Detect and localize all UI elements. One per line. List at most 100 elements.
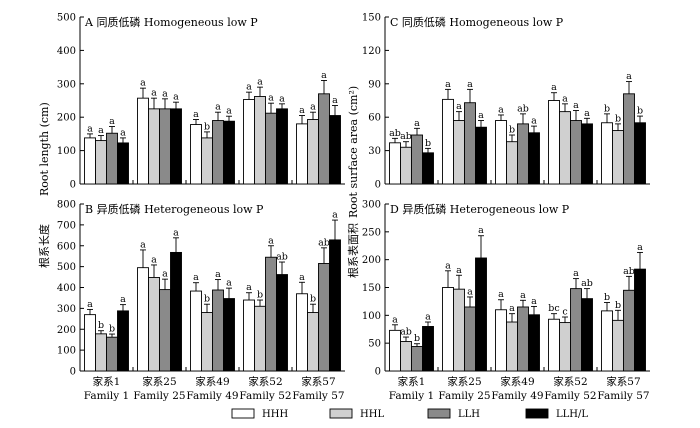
significance-letter: b bbox=[604, 103, 610, 114]
significance-letter: a bbox=[445, 79, 451, 90]
significance-letter: a bbox=[332, 95, 338, 106]
bar-llh-4 bbox=[570, 120, 582, 185]
y-tick-label: 700 bbox=[57, 220, 76, 231]
significance-letter: a bbox=[562, 93, 568, 104]
legend-item-hhl: HHL bbox=[329, 408, 384, 420]
significance-letter: a bbox=[584, 108, 590, 119]
category-label-cn: 家系49 bbox=[500, 375, 534, 388]
legend-swatch bbox=[231, 408, 255, 419]
significance-letter: a bbox=[520, 290, 526, 301]
significance-letter: b bbox=[604, 292, 610, 303]
bar-llh-1 bbox=[106, 132, 118, 185]
bar-llh-2 bbox=[159, 289, 171, 372]
y-tick-label: 100 bbox=[362, 311, 381, 322]
significance-letter: a bbox=[173, 227, 179, 238]
bar-hhh-2 bbox=[137, 97, 149, 185]
bar-hhl-3 bbox=[201, 137, 213, 185]
y-tick-label: 120 bbox=[362, 46, 381, 57]
category-label-cn: 家系1 bbox=[398, 375, 426, 388]
bar-hhh-5 bbox=[601, 310, 613, 372]
bar-hhh-2 bbox=[442, 287, 454, 372]
significance-letter: b bbox=[615, 113, 621, 124]
bar-hhh-1 bbox=[389, 142, 401, 185]
category-label-cn: 家系49 bbox=[195, 375, 229, 388]
bar-llh-5 bbox=[318, 263, 330, 372]
legend-swatch bbox=[329, 408, 353, 419]
significance-letter: ab bbox=[581, 278, 593, 289]
bar-llhl-4 bbox=[581, 123, 593, 185]
significance-letter: a bbox=[321, 70, 327, 81]
bar-llhl-1 bbox=[117, 142, 129, 185]
significance-letter: b bbox=[509, 125, 515, 136]
y-tick-label: 500 bbox=[57, 262, 76, 273]
category-label-en: Family 1 bbox=[84, 390, 129, 402]
bar-llh-4 bbox=[570, 288, 582, 372]
significance-letter: a bbox=[226, 278, 232, 289]
y-tick-label: 150 bbox=[362, 283, 381, 294]
category-label-cn: 家系52 bbox=[248, 375, 282, 388]
bar-hhh-1 bbox=[389, 329, 401, 372]
significance-letter: a bbox=[246, 82, 252, 93]
y-tick-label: 200 bbox=[57, 325, 76, 336]
significance-letter: a bbox=[193, 109, 199, 120]
category-label-cn: 家系1 bbox=[93, 375, 121, 388]
significance-letter: ab bbox=[276, 252, 288, 263]
significance-letter: b bbox=[310, 294, 316, 305]
bar-hhh-2 bbox=[137, 267, 149, 372]
bar-llh-3 bbox=[517, 306, 529, 372]
bar-llhl-4 bbox=[276, 274, 288, 372]
significance-letter: a bbox=[478, 110, 484, 121]
significance-letter: a bbox=[151, 88, 157, 99]
bar-hhh-4 bbox=[548, 318, 560, 372]
legend-swatch bbox=[525, 408, 549, 419]
significance-letter: ab bbox=[400, 131, 412, 142]
y-axis-label-right: 根系表面积 Root surface area (cm²) bbox=[346, 86, 360, 278]
significance-letter: a bbox=[162, 88, 168, 99]
bar-hhl-1 bbox=[400, 341, 412, 372]
y-tick-label: 400 bbox=[57, 46, 76, 57]
bar-llh-3 bbox=[212, 289, 224, 372]
category-label-cn: 家系25 bbox=[142, 375, 176, 388]
bar-llhl-4 bbox=[581, 298, 593, 372]
y-tick-label: 400 bbox=[57, 283, 76, 294]
significance-letter: b bbox=[204, 294, 210, 305]
bar-llh-1 bbox=[411, 134, 423, 185]
bar-hhl-5 bbox=[307, 119, 319, 185]
bar-hhl-3 bbox=[506, 141, 518, 185]
significance-letter: a bbox=[332, 210, 338, 221]
significance-letter: a bbox=[151, 254, 157, 265]
category-label-en: Family 49 bbox=[186, 390, 238, 402]
bar-llhl-2 bbox=[170, 251, 182, 372]
category-label-cn: 家系52 bbox=[553, 375, 587, 388]
category-labels: 家系1 Family 1 家系25 Family 25 家系49 Family 49 家系5… bbox=[84, 375, 650, 402]
bar-hhh-4 bbox=[243, 99, 255, 185]
panel-title: A 同质低磷 Homogeneous low P bbox=[84, 16, 258, 29]
y-tick-label: 300 bbox=[57, 304, 76, 315]
legend-swatch bbox=[427, 408, 451, 419]
y-label-right-en: Root surface area (cm²) bbox=[347, 86, 360, 218]
bar-hhh-5 bbox=[296, 293, 308, 372]
category-label-en: Family 25 bbox=[438, 390, 490, 402]
bar-llhl-2 bbox=[475, 126, 487, 185]
y-tick-label: 0 bbox=[70, 180, 76, 191]
significance-letter: ab bbox=[400, 327, 412, 338]
y-label-left-en: Root length (cm) bbox=[38, 102, 51, 196]
bar-hhh-5 bbox=[601, 122, 613, 185]
significance-letter: ab bbox=[623, 266, 635, 277]
bar-hhl-5 bbox=[307, 312, 319, 372]
bar-llh-2 bbox=[464, 306, 476, 372]
bar-llh-2 bbox=[464, 102, 476, 185]
legend-item-llh: LLH bbox=[427, 408, 480, 420]
bar-hhh-3 bbox=[495, 120, 507, 185]
y-tick-label: 200 bbox=[57, 113, 76, 124]
bar-llh-4 bbox=[265, 112, 277, 185]
significance-letter: a bbox=[98, 125, 104, 136]
legend-item-hhh: HHH bbox=[231, 408, 288, 420]
y-tick-label: 100 bbox=[57, 346, 76, 357]
significance-letter: b bbox=[425, 138, 431, 149]
bar-llhl-3 bbox=[223, 298, 235, 372]
significance-letter: a bbox=[173, 92, 179, 103]
significance-letter: a bbox=[626, 71, 632, 82]
significance-letter: a bbox=[531, 116, 537, 127]
